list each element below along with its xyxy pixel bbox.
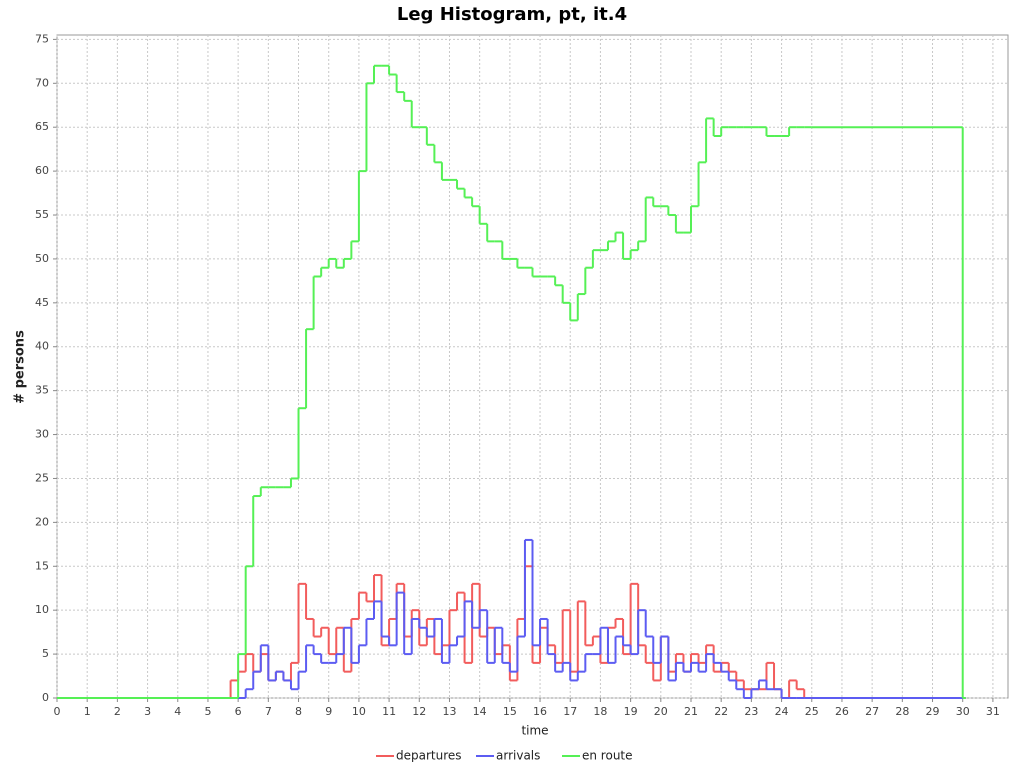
x-tick-label: 11 [382,705,396,718]
x-tick-label: 2 [114,705,121,718]
y-tick-label: 65 [35,120,49,133]
y-tick-label: 75 [35,32,49,45]
y-tick-label: 40 [35,340,49,353]
y-tick-label: 60 [35,164,49,177]
y-tick-label: 20 [35,515,49,528]
legend-label: departures [396,749,462,763]
x-tick-label: 6 [235,705,242,718]
x-tick-label: 1 [84,705,91,718]
x-tick-label: 21 [684,705,698,718]
y-tick-label: 15 [35,559,49,572]
legend-label: arrivals [496,749,540,763]
x-tick-label: 10 [352,705,366,718]
y-tick-label: 50 [35,252,49,265]
x-tick-label: 23 [744,705,758,718]
x-tick-label: 24 [775,705,789,718]
y-tick-label: 25 [35,471,49,484]
y-axis-label: # persons [13,330,28,404]
x-tick-label: 18 [593,705,607,718]
x-axis-label: time [521,724,548,738]
x-tick-label: 14 [473,705,487,718]
x-tick-label: 12 [412,705,426,718]
chart-title: Leg Histogram, pt, it.4 [397,4,627,25]
y-tick-label: 30 [35,428,49,441]
x-tick-label: 3 [144,705,151,718]
y-tick-label: 35 [35,384,49,397]
x-tick-label: 9 [325,705,332,718]
x-tick-label: 15 [503,705,517,718]
y-tick-label: 0 [42,691,49,704]
x-tick-label: 13 [442,705,456,718]
x-tick-label: 31 [986,705,1000,718]
x-tick-label: 17 [563,705,577,718]
x-tick-label: 0 [54,705,61,718]
y-tick-label: 5 [42,647,49,660]
x-tick-label: 19 [624,705,638,718]
x-tick-label: 4 [174,705,181,718]
x-tick-label: 16 [533,705,547,718]
legend-label: en route [582,749,633,763]
y-tick-label: 10 [35,603,49,616]
x-tick-label: 29 [926,705,940,718]
x-tick-label: 22 [714,705,728,718]
x-tick-label: 26 [835,705,849,718]
x-tick-label: 27 [865,705,879,718]
x-tick-label: 30 [956,705,970,718]
x-tick-label: 7 [265,705,272,718]
x-tick-label: 20 [654,705,668,718]
x-tick-label: 28 [895,705,909,718]
x-tick-label: 5 [204,705,211,718]
x-tick-label: 25 [805,705,819,718]
x-tick-label: 8 [295,705,302,718]
y-tick-label: 55 [35,208,49,221]
y-tick-label: 70 [35,76,49,89]
y-tick-label: 45 [35,296,49,309]
